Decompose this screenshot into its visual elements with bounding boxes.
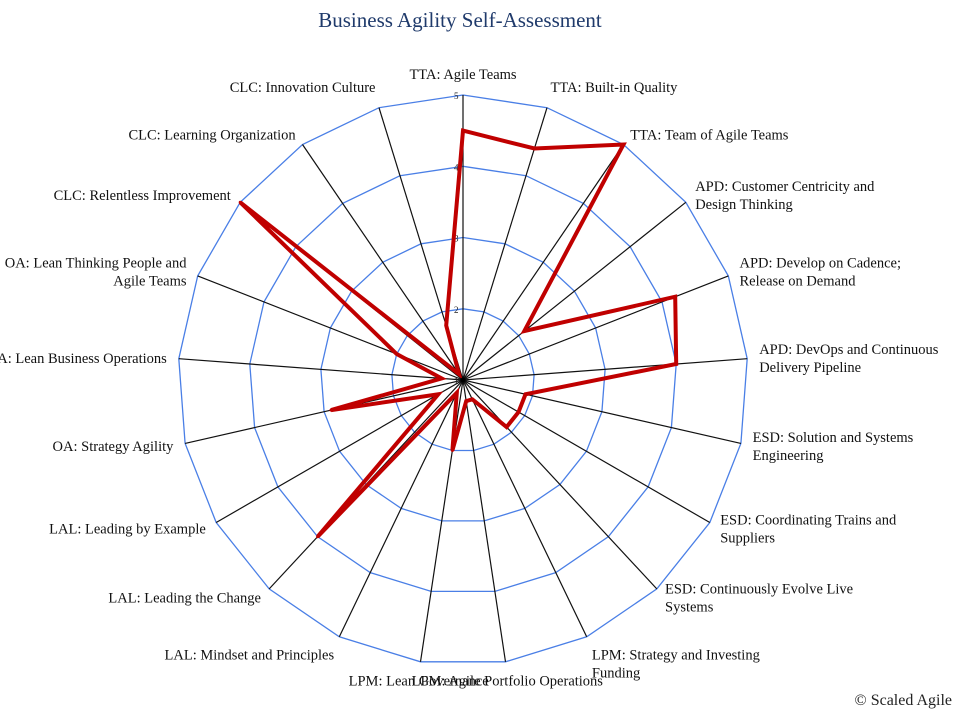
category-label-5: APD: DevOps and Continuous Delivery Pipel… xyxy=(759,342,939,376)
category-label-2: TTA: Team of Agile Teams xyxy=(630,128,789,144)
category-label-3: APD: Customer Centricity and Design Think… xyxy=(695,179,875,213)
tick-label-3: 3 xyxy=(454,234,459,244)
data-point-18 xyxy=(238,200,242,204)
category-label-14: LAL: Leading by Example xyxy=(49,522,206,538)
data-point-14 xyxy=(436,392,440,396)
grid-ring-3 xyxy=(320,236,606,522)
center-hub xyxy=(460,377,466,383)
data-point-4 xyxy=(673,295,677,299)
spoke-14 xyxy=(215,379,464,524)
data-point-17 xyxy=(395,352,399,356)
chart-title: Business Agility Self-Assessment xyxy=(318,8,602,32)
series-line-0 xyxy=(238,128,679,539)
spoke-4 xyxy=(462,275,729,381)
data-point-16 xyxy=(440,376,444,380)
category-label-6: ESD: Solution and Systems Engineering xyxy=(753,430,914,464)
category-label-11: LPM: Lean Governance xyxy=(349,674,489,690)
category-label-13: LAL: Leading the Change xyxy=(108,591,261,607)
spoke-8 xyxy=(462,379,658,590)
category-label-0: TTA: Agile Teams xyxy=(409,67,516,83)
data-point-2 xyxy=(622,143,625,146)
spoke-17 xyxy=(197,275,464,381)
data-point-10 xyxy=(464,399,468,403)
spoke-12 xyxy=(338,379,464,638)
category-label-1: TTA: Built-in Quality xyxy=(551,80,679,96)
category-label-9: LPM: Strategy and Investing Funding xyxy=(592,648,760,682)
spoke-2 xyxy=(462,144,624,381)
spoke-7 xyxy=(462,379,711,524)
spoke-10 xyxy=(462,379,507,662)
data-point-20 xyxy=(444,324,448,327)
tick-label-1: 1 xyxy=(454,376,459,386)
spoke-1 xyxy=(462,107,548,381)
spoke-3 xyxy=(462,201,687,381)
grid-ring-4 xyxy=(249,165,677,593)
tick-label-5: 5 xyxy=(454,91,459,101)
category-label-7: ESD: Coordinating Trains and Suppliers xyxy=(720,513,897,547)
data-point-11 xyxy=(450,449,454,452)
category-label-10: LPM: Agile Portfolio Operations xyxy=(412,674,604,690)
tick-label-2: 2 xyxy=(454,305,459,315)
category-label-17: OA: Lean Thinking People and Agile Teams xyxy=(5,256,188,290)
category-label-19: CLC: Learning Organization xyxy=(128,128,296,144)
data-point-1 xyxy=(532,147,536,150)
data-point-19 xyxy=(457,372,461,376)
data-point-0 xyxy=(461,129,465,133)
category-label-4: APD: Develop on Cadence; Release on Deman… xyxy=(740,256,901,290)
data-point-7 xyxy=(517,410,520,414)
category-label-18: CLC: Relentless Improvement xyxy=(54,188,231,204)
data-point-6 xyxy=(524,392,527,396)
spoke-16 xyxy=(178,358,464,381)
spoke-6 xyxy=(462,379,742,444)
grid-ring-2 xyxy=(391,308,535,452)
spoke-15 xyxy=(184,379,464,444)
grid-ring-5 xyxy=(178,94,748,663)
copyright-notice: © Scaled Agile xyxy=(854,692,952,709)
data-point-3 xyxy=(522,329,526,333)
data-point-8 xyxy=(505,425,509,429)
spoke-9 xyxy=(462,379,588,638)
spoke-5 xyxy=(462,358,748,381)
tick-label-4: 4 xyxy=(454,162,459,172)
category-label-16: OA: Lean Business Operations xyxy=(0,351,167,367)
data-point-5 xyxy=(674,362,678,366)
category-label-15: OA: Strategy Agility xyxy=(53,439,175,455)
category-label-20: CLC: Innovation Culture xyxy=(230,80,376,96)
data-point-9 xyxy=(470,397,474,401)
data-point-13 xyxy=(316,535,320,539)
category-label-12: LAL: Mindset and Principles xyxy=(165,648,335,664)
data-point-15 xyxy=(329,408,333,412)
data-point-12 xyxy=(455,391,459,395)
spoke-19 xyxy=(302,144,464,381)
category-label-8: ESD: Continuously Evolve Live Systems xyxy=(665,582,853,616)
